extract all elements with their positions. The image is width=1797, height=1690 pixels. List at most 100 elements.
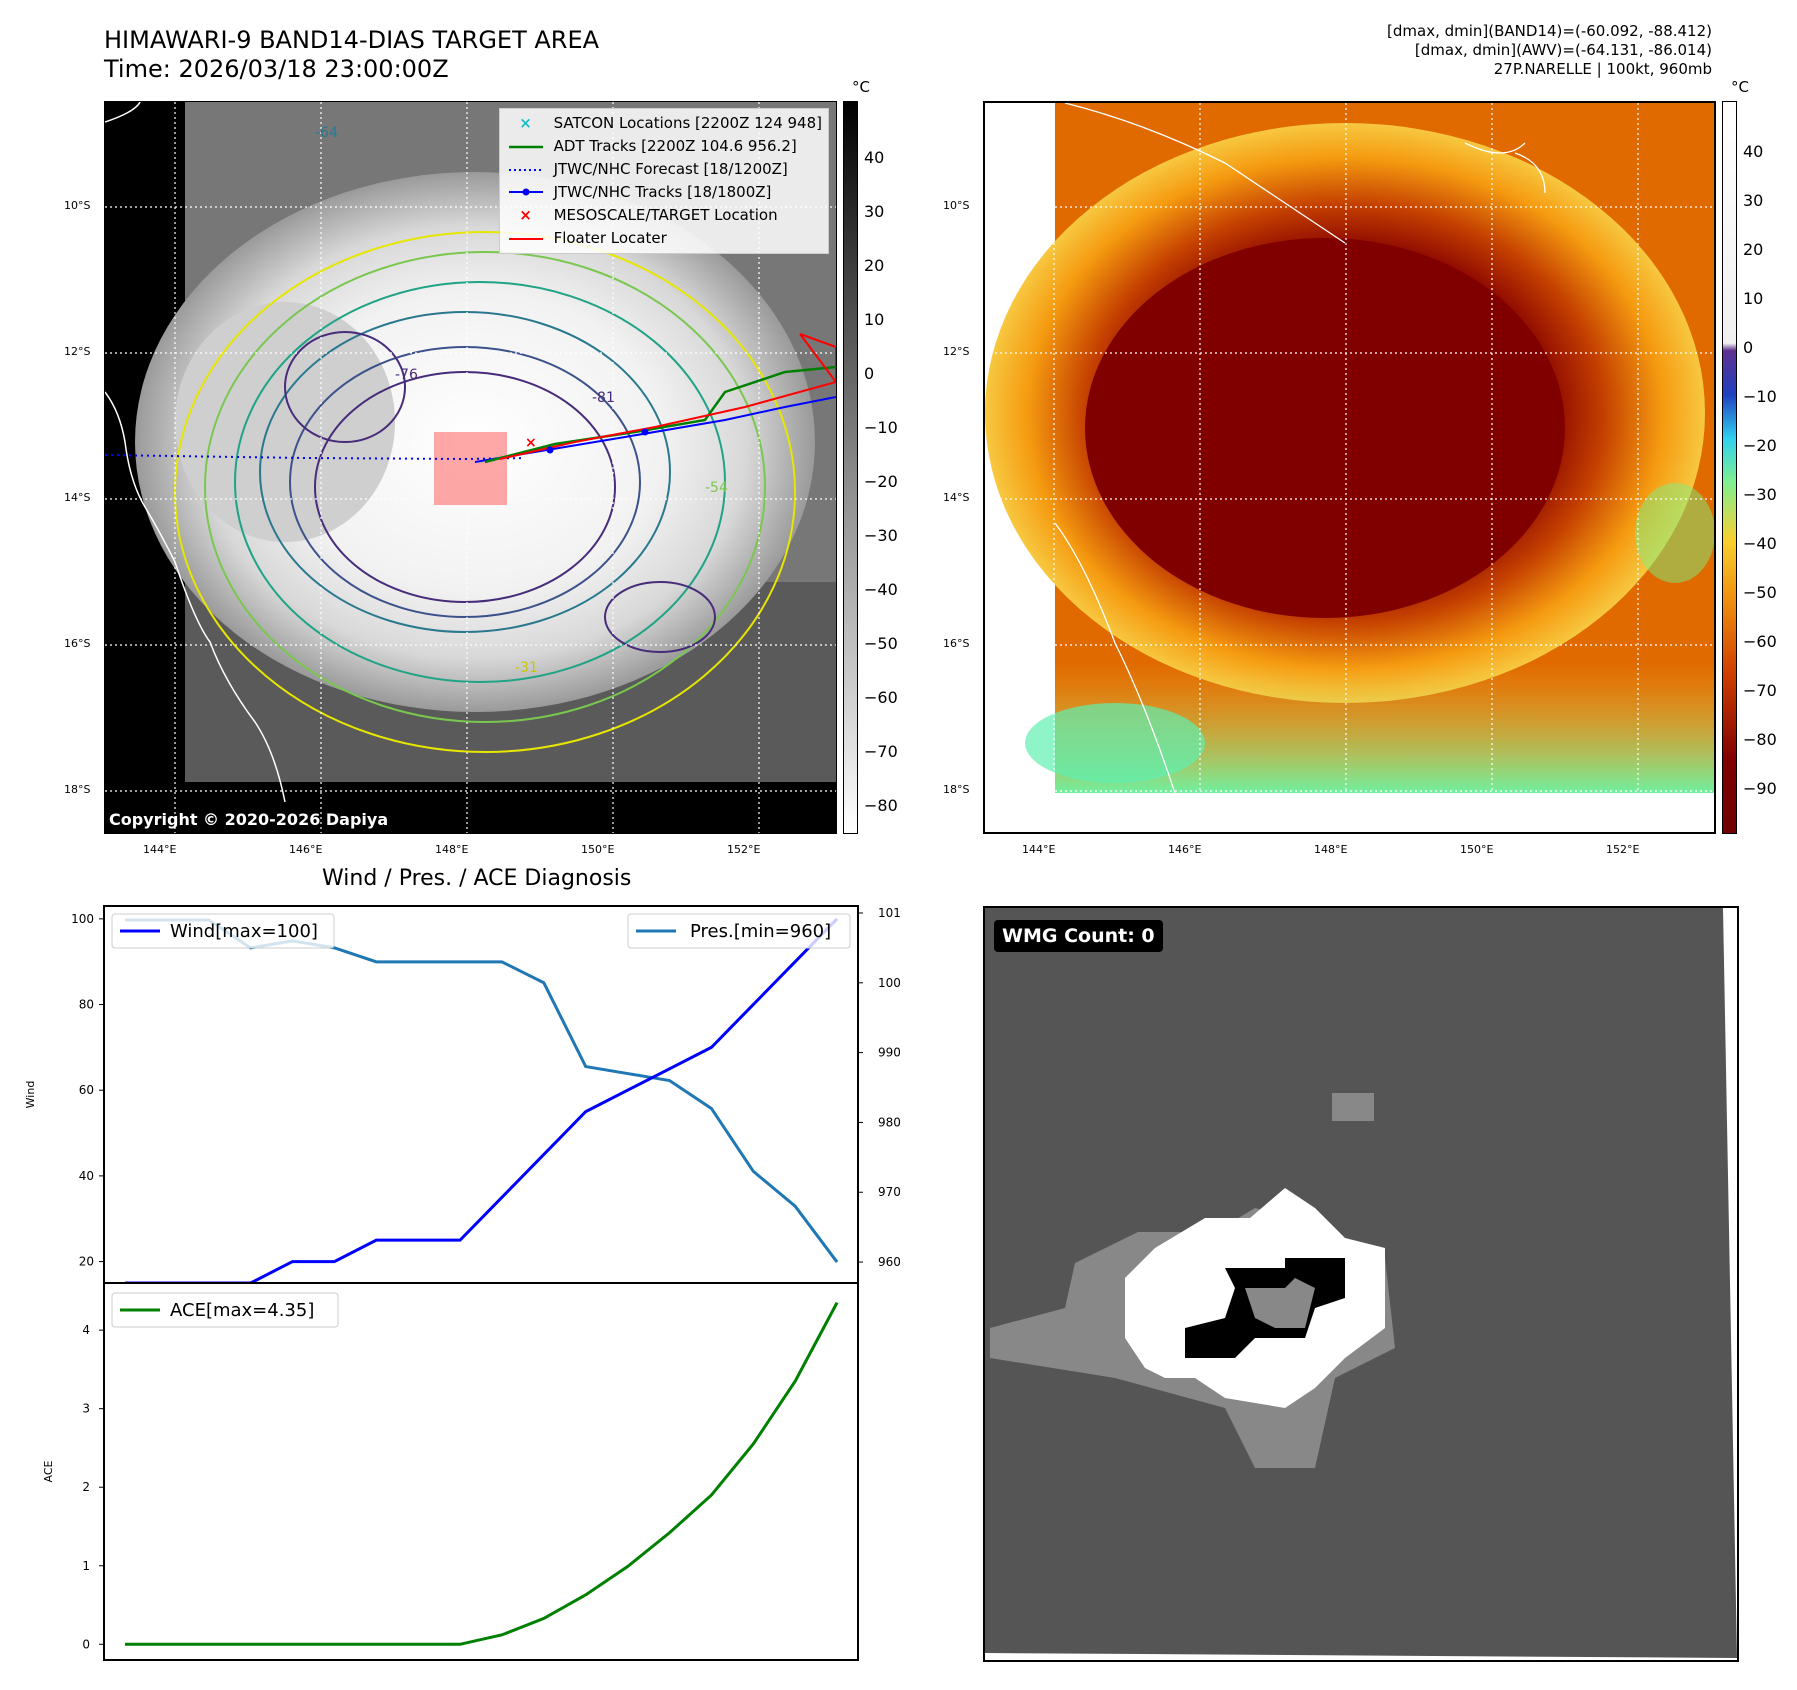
copyright-text: Copyright © 2020-2026 Dapiya xyxy=(109,810,389,829)
wind-legend-box xyxy=(111,913,335,949)
pressure-legend: Pres.[min=960] xyxy=(627,913,851,949)
pressure-ytick-label: 1010 xyxy=(878,906,900,920)
awv-cb-20: 20 xyxy=(1743,240,1764,259)
ir-lat-14: 14°S xyxy=(64,491,91,504)
wmg-count-badge: WMG Count: 0 xyxy=(994,920,1163,952)
ace-axes-frame xyxy=(103,1282,859,1661)
legend-adt: ADT Tracks [2200Z 104.6 956.2] xyxy=(506,135,822,158)
ir-lon-150: 150°E xyxy=(581,843,615,856)
awv-cb-m20: −20 xyxy=(1743,436,1777,455)
awv-lon-144: 144°E xyxy=(1022,843,1056,856)
dotted-line-icon xyxy=(506,158,546,181)
diagnosis-title: Wind / Pres. / ACE Diagnosis xyxy=(322,866,632,891)
x-marker-icon: × xyxy=(519,206,532,224)
figure-title: HIMAWARI-9 BAND14-DIAS TARGET AREA Time:… xyxy=(104,26,599,84)
awv-map-image xyxy=(985,103,1714,832)
ir-lon-148: 148°E xyxy=(435,843,469,856)
ir-lat-12: 12°S xyxy=(64,345,91,358)
wmg-panel xyxy=(983,906,1739,1662)
awv-lon-146: 146°E xyxy=(1168,843,1202,856)
line-icon xyxy=(506,135,546,158)
line-icon xyxy=(506,227,546,250)
dmax-band14: [dmax, dmin](BAND14)=(-60.092, -88.412) xyxy=(1387,22,1712,40)
awv-cb-m40: −40 xyxy=(1743,534,1777,553)
ace-ytick-label: 1 xyxy=(82,1559,90,1573)
legend-satcon: × SATCON Locations [2200Z 124 948] xyxy=(506,112,822,135)
awv-cb-m70: −70 xyxy=(1743,681,1777,700)
ace-axis-label: ACE xyxy=(42,1460,55,1482)
diagnosis-chart: 10080604020Wind10101000990980970960Press… xyxy=(24,905,900,1661)
awv-cb-m90: −90 xyxy=(1743,779,1777,798)
ir-colorbar-unit: °C xyxy=(852,78,870,96)
awv-cb-m50: −50 xyxy=(1743,583,1777,602)
ace-series-line xyxy=(124,1301,839,1646)
ir-lon-144: 144°E xyxy=(143,843,177,856)
ir-cb-m50: −50 xyxy=(864,634,898,653)
ir-cb-m70: −70 xyxy=(864,742,898,761)
ir-map-panel: × -64 -76 -81 -54 -31 × SATCON Locations … xyxy=(104,101,837,834)
awv-cb-40: 40 xyxy=(1743,142,1764,161)
wind-pressure-axes: 10080604020Wind10101000990980970960Press… xyxy=(24,905,900,1285)
awv-cb-m30: −30 xyxy=(1743,485,1777,504)
ir-lat-16: 16°S xyxy=(64,637,91,650)
ir-cb-m80: −80 xyxy=(864,796,898,815)
wind-legend-label: Wind[max=100] xyxy=(170,921,318,942)
contour-label-3: -81 xyxy=(592,390,615,406)
ir-cb-10: 10 xyxy=(864,310,885,329)
awv-lat-14: 14°S xyxy=(943,491,970,504)
awv-cb-30: 30 xyxy=(1743,191,1764,210)
figure-subtitle: [dmax, dmin](BAND14)=(-60.092, -88.412) … xyxy=(1387,22,1712,79)
contour-label-5: -31 xyxy=(515,660,538,676)
wind-axis-label: Wind xyxy=(24,1081,37,1109)
awv-colorbar xyxy=(1722,101,1737,834)
awv-lat-18: 18°S xyxy=(943,783,970,796)
awv-lat-10: 10°S xyxy=(943,199,970,212)
awv-cb-0: 0 xyxy=(1743,338,1754,357)
pressure-ytick-label: 970 xyxy=(878,1185,900,1199)
x-marker-icon: × xyxy=(519,114,532,132)
ace-legend-label: ACE[max=4.35] xyxy=(170,1300,314,1321)
title-line-2: Time: 2026/03/18 23:00:00Z xyxy=(104,55,449,83)
legend-forecast: JTWC/NHC Forecast [18/1200Z] xyxy=(506,158,822,181)
legend-tracks: JTWC/NHC Tracks [18/1800Z] xyxy=(506,181,822,204)
ir-lon-152: 152°E xyxy=(727,843,761,856)
ir-cb-m40: −40 xyxy=(864,580,898,599)
contour-label-2: -76 xyxy=(395,367,418,383)
pressure-ytick-label: 990 xyxy=(878,1046,900,1060)
pressure-ytick-label: 980 xyxy=(878,1115,900,1129)
wind-ytick-label: 20 xyxy=(79,1255,94,1269)
awv-lon-150: 150°E xyxy=(1460,843,1494,856)
awv-lat-16: 16°S xyxy=(943,637,970,650)
ir-cb-m30: −30 xyxy=(864,526,898,545)
legend-floater: Floater Locater xyxy=(506,227,822,250)
ace-axes: 4 3 2 1 0 ACE ACE[max=4.35] xyxy=(42,1282,859,1661)
dmax-awv: [dmax, dmin](AWV)=(-64.131, -86.014) xyxy=(1414,41,1712,59)
wind-legend: Wind[max=100] xyxy=(111,913,335,949)
wind-ytick-label: 40 xyxy=(79,1169,94,1183)
ir-cb-m60: −60 xyxy=(864,688,898,707)
awv-lon-148: 148°E xyxy=(1314,843,1348,856)
pressure-legend-box xyxy=(627,913,851,949)
ir-cb-40: 40 xyxy=(864,148,885,167)
ace-ytick-label: 3 xyxy=(82,1402,90,1416)
ace-ytick-label: 0 xyxy=(82,1637,90,1651)
title-line-1: HIMAWARI-9 BAND14-DIAS TARGET AREA xyxy=(104,26,600,54)
ir-lon-146: 146°E xyxy=(289,843,323,856)
ir-cb-20: 20 xyxy=(864,256,885,275)
wind-ytick-label: 60 xyxy=(79,1083,94,1097)
awv-lon-152: 152°E xyxy=(1606,843,1640,856)
wmg-image xyxy=(985,908,1737,1660)
awv-colorbar-unit: °C xyxy=(1731,78,1749,96)
contour-label-4: -54 xyxy=(705,480,728,496)
awv-lat-12: 12°S xyxy=(943,345,970,358)
pressure-ytick-label: 960 xyxy=(878,1255,900,1269)
ir-cb-m20: −20 xyxy=(864,472,898,491)
ir-lat-10: 10°S xyxy=(64,199,91,212)
ir-cb-30: 30 xyxy=(864,202,885,221)
ir-legend: × SATCON Locations [2200Z 124 948] ADT Tr… xyxy=(498,108,829,254)
ir-cb-m10: −10 xyxy=(864,418,898,437)
awv-cb-m60: −60 xyxy=(1743,632,1777,651)
pressure-legend-label: Pres.[min=960] xyxy=(690,921,831,942)
dot-line-icon xyxy=(506,181,546,204)
awv-cb-10: 10 xyxy=(1743,289,1764,308)
